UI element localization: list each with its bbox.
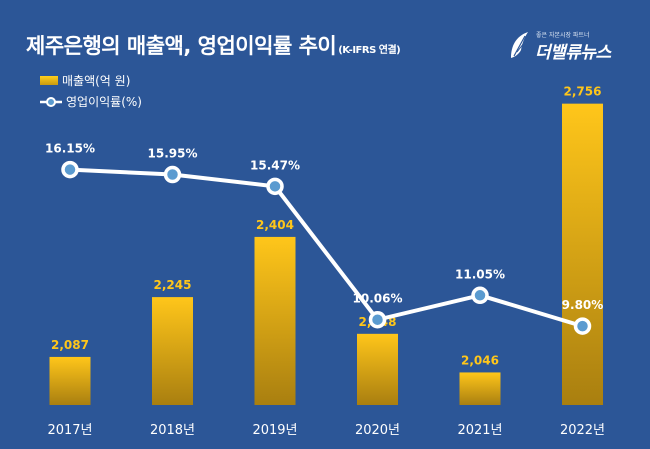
- x-tick-label: 2022년: [560, 423, 605, 438]
- bar: [254, 236, 296, 405]
- line-marker: [368, 310, 387, 329]
- x-tick-label: 2021년: [457, 423, 502, 438]
- line-marker: [266, 177, 284, 196]
- legend-bar-swatch: [40, 76, 58, 85]
- chart-subtitle: (K-IFRS 연결): [338, 45, 401, 56]
- bar: [357, 333, 398, 405]
- chart-title-text: 제주은행의 매출액, 영업이익률 추이: [26, 34, 337, 58]
- bar-value-label: 2,046: [461, 353, 499, 367]
- bar: [49, 356, 91, 405]
- line-marker: [573, 317, 592, 335]
- x-tick-label: 2019년: [252, 423, 297, 438]
- bar: [562, 103, 603, 406]
- bar-value-label: 2,756: [564, 85, 602, 99]
- line-value-label: 9.80%: [562, 298, 604, 312]
- brand-logo: 좋은 자본시장 파트너 더밸류뉴스: [508, 30, 634, 63]
- legend-item-line: 영업이익률(%): [40, 93, 142, 110]
- feather-logo-icon: [511, 32, 528, 58]
- logo-tagline: 좋은 자본시장 파트너: [536, 32, 590, 39]
- bar-value-label: 2,087: [51, 338, 89, 352]
- chart-title: 제주은행의 매출액, 영업이익률 추이 (K-IFRS 연결): [26, 30, 401, 60]
- x-tick-label: 2018년: [150, 423, 195, 438]
- x-tick-label: 2017년: [47, 423, 92, 438]
- line-value-label: 10.06%: [353, 292, 403, 306]
- line-marker: [61, 160, 79, 179]
- line-marker: [471, 286, 489, 305]
- line-marker: [163, 165, 182, 184]
- line-series-path: [69, 167, 584, 329]
- legend-item-bar: 매출액(억 원): [40, 72, 130, 89]
- x-tick-label: 2020년: [355, 423, 400, 438]
- legend-bar-label: 매출액(억 원): [62, 74, 131, 88]
- line-value-label: 15.47%: [250, 158, 300, 172]
- legend-line-swatch: [40, 96, 62, 107]
- bar: [152, 297, 193, 405]
- bar: [459, 372, 501, 405]
- bar-value-label: 2,404: [256, 218, 294, 232]
- legend-line-label: 영업이익률(%): [66, 95, 142, 109]
- line-value-label: 15.95%: [148, 147, 198, 161]
- line-value-label: 16.15%: [45, 142, 95, 156]
- bar-value-label: 2,245: [154, 278, 192, 292]
- line-value-label: 11.05%: [455, 267, 505, 281]
- logo-name: 더밸류뉴스: [535, 43, 611, 63]
